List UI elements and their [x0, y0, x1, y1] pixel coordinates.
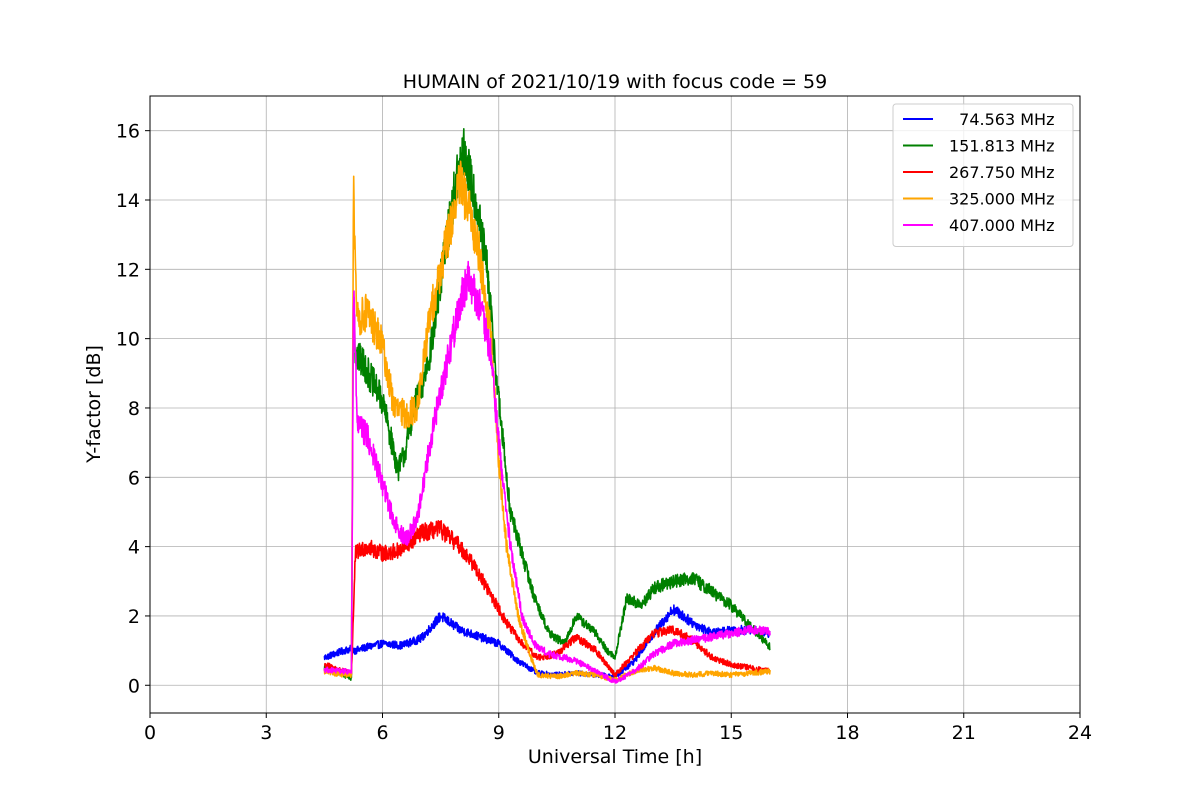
y-tick-label: 16	[116, 121, 140, 143]
x-tick-label: 12	[603, 722, 627, 744]
legend-label: 407.000 MHz	[949, 216, 1054, 235]
y-tick-label: 12	[116, 259, 140, 281]
y-tick-label: 0	[128, 675, 140, 697]
legend-label: 325.000 MHz	[949, 190, 1054, 209]
legend-label: 74.563 MHz	[949, 110, 1054, 129]
x-tick-label: 15	[719, 722, 743, 744]
y-tick-label: 8	[128, 398, 140, 420]
legend: 74.563 MHz 151.813 MHz 267.750 MHz 325.000 …	[892, 103, 1074, 247]
x-tick-label: 0	[144, 722, 156, 744]
y-axis-label: Y-factor [dB]	[83, 345, 105, 464]
legend-label: 267.750 MHz	[949, 163, 1054, 182]
legend-label: 151.813 MHz	[949, 137, 1054, 156]
x-tick-label: 18	[835, 722, 859, 744]
x-axis-label: Universal Time [h]	[528, 746, 702, 768]
y-tick-label: 4	[128, 537, 140, 559]
y-tick-label: 2	[128, 606, 140, 628]
x-tick-label: 9	[493, 722, 505, 744]
x-tick-label: 6	[376, 722, 388, 744]
y-tick-label: 10	[116, 329, 140, 351]
x-tick-label: 21	[952, 722, 976, 744]
series-line	[323, 128, 771, 681]
series-line	[323, 260, 771, 684]
plot-lines	[323, 128, 771, 684]
chart-title: HUMAIN of 2021/10/19 with focus code = 5…	[403, 71, 827, 93]
y-tick-label: 6	[128, 467, 140, 489]
legend-box	[892, 103, 1074, 247]
series-line	[323, 160, 771, 683]
y-tick-label: 14	[116, 190, 140, 212]
x-tick-label: 3	[260, 722, 272, 744]
x-tick-label: 24	[1068, 722, 1092, 744]
